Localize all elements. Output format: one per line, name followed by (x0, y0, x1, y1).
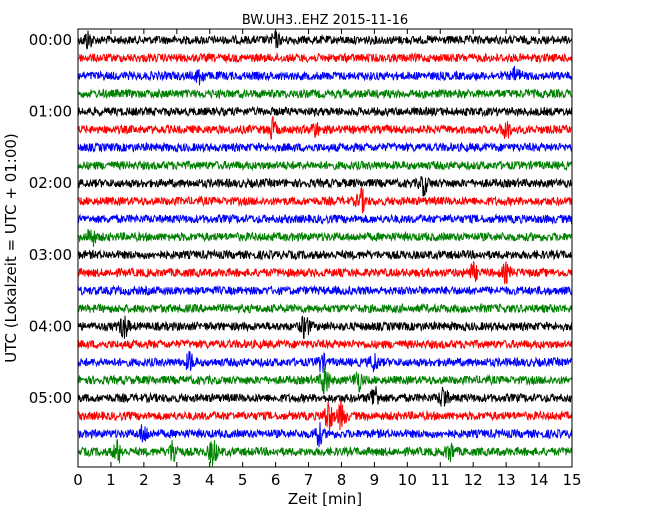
trace-12 (77, 248, 573, 261)
trace-23 (77, 439, 573, 467)
x-tick-label: 12 (464, 471, 483, 489)
x-tick-label: 9 (370, 471, 380, 489)
x-tick-label: 0 (73, 471, 83, 489)
y-tick-label: 05:00 (29, 389, 72, 407)
x-tick-label: 11 (431, 471, 450, 489)
y-axis: 00:00 01:00 02:00 03:00 04:00 05:00 (29, 31, 83, 407)
x-axis: 0 1 2 3 4 5 6 7 8 9 10 11 12 13 14 15 (73, 29, 582, 489)
x-tick-label: 1 (106, 471, 116, 489)
trace-5 (77, 115, 573, 141)
trace-9 (77, 186, 573, 214)
y-tick-label: 03:00 (29, 246, 72, 264)
x-tick-label: 2 (139, 471, 149, 489)
trace-15 (78, 302, 573, 314)
x-tick-label: 4 (205, 471, 215, 489)
x-tick-label: 13 (497, 471, 516, 489)
trace-3 (77, 87, 573, 100)
trace-0 (77, 29, 573, 50)
x-tick-label: 3 (172, 471, 182, 489)
trace-11 (77, 228, 573, 247)
trace-1 (77, 51, 573, 64)
x-axis-label: Zeit [min] (288, 490, 362, 508)
trace-7 (77, 160, 573, 172)
trace-2 (77, 65, 573, 86)
trace-group (77, 29, 573, 467)
trace-21 (77, 399, 573, 433)
plot-frame (78, 29, 572, 467)
x-tick-label: 6 (271, 471, 281, 489)
trace-6 (77, 141, 573, 154)
trace-13 (77, 261, 573, 285)
x-tick-label: 10 (398, 471, 417, 489)
y-tick-label: 02:00 (29, 174, 72, 192)
plot-border (77, 28, 573, 468)
x-tick-label: 5 (238, 471, 248, 489)
trace-16 (77, 315, 573, 340)
trace-22 (77, 422, 573, 448)
x-tick-label: 15 (562, 471, 581, 489)
trace-4 (77, 105, 573, 118)
x-tick-label: 7 (304, 471, 314, 489)
x-tick-label: 14 (530, 471, 549, 489)
chart-title: BW.UH3..EHZ 2015-11-16 (242, 13, 408, 28)
y-tick-label: 04:00 (29, 317, 72, 335)
y-tick-label: 00:00 (29, 31, 72, 49)
trace-8 (77, 175, 573, 197)
y-axis-label: UTC (Lokalzeit = UTC + 01:00) (2, 133, 20, 363)
trace-20 (77, 386, 573, 407)
y-tick-label: 01:00 (29, 103, 72, 121)
trace-17 (77, 338, 573, 351)
x-tick-label: 8 (337, 471, 347, 489)
trace-10 (77, 212, 573, 226)
trace-19 (77, 368, 573, 395)
trace-14 (77, 284, 573, 297)
